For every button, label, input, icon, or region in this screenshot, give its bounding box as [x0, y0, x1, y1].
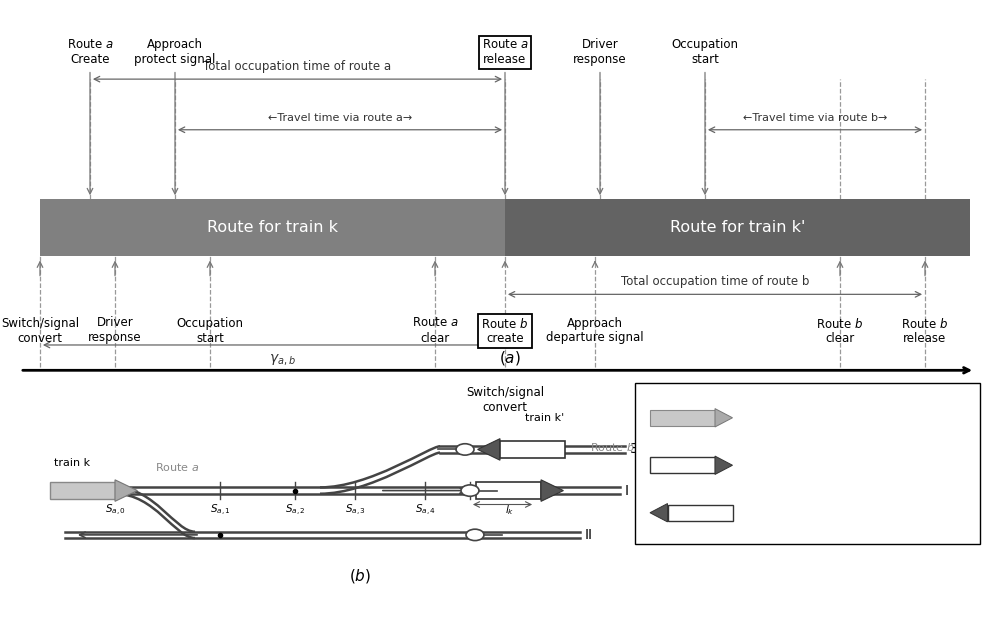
Text: train k: train k [54, 458, 90, 468]
Text: $S_{a,0}$: $S_{a,0}$ [105, 503, 125, 518]
Text: $S_{a,3}$: $S_{a,3}$ [345, 503, 365, 518]
Text: Route for train k': Route for train k' [670, 220, 805, 235]
Bar [668, 505, 732, 520]
Bar [500, 441, 565, 458]
Text: Total occupation time of route b: Total occupation time of route b [621, 275, 809, 288]
Text: $(a)$: $(a)$ [499, 349, 521, 367]
Text: $S_{a,2}$: $S_{a,2}$ [285, 503, 305, 518]
Text: $S_{a,1}$: $S_{a,1}$ [210, 503, 230, 518]
Polygon shape [478, 439, 500, 460]
Bar [650, 457, 715, 473]
Text: I: I [625, 484, 629, 498]
Text: Route $a$
clear: Route $a$ clear [412, 316, 458, 344]
Text: Route for train k: Route for train k [207, 220, 338, 235]
Text: Driver
response: Driver response [88, 316, 142, 344]
Text: Route $b$
create: Route $b$ create [481, 316, 529, 346]
Polygon shape [650, 504, 668, 522]
Text: ←Travel time via route b→: ←Travel time via route b→ [743, 113, 887, 123]
Text: $l_k$: $l_k$ [505, 503, 515, 517]
Polygon shape [715, 409, 732, 427]
Text: Occupation
start: Occupation start [672, 39, 738, 66]
Text: ←Travel time via route a→: ←Travel time via route a→ [268, 113, 412, 123]
Circle shape [456, 444, 474, 455]
Bar [505, 199, 970, 256]
Bar [476, 482, 541, 499]
Text: Route $a$: Route $a$ [155, 461, 199, 473]
Text: Route $a$
Create: Route $a$ Create [67, 39, 113, 66]
Text: Switch/signal
convert: Switch/signal convert [1, 316, 79, 344]
Text: $(b)$: $(b)$ [349, 567, 371, 585]
Text: position of predecessor train k
when route a is released: position of predecessor train k when rou… [730, 454, 900, 476]
Text: Route $b$
release: Route $b$ release [901, 316, 949, 346]
Polygon shape [115, 480, 137, 501]
Circle shape [461, 485, 479, 496]
Circle shape [466, 529, 484, 541]
Bar [50, 482, 115, 499]
Text: $t$: $t$ [970, 386, 980, 404]
Text: Route $b$: Route $b$ [590, 441, 635, 453]
Text: Route $b$
clear: Route $b$ clear [816, 316, 864, 346]
Text: Driver
response: Driver response [573, 39, 627, 66]
Text: 3: 3 [630, 442, 639, 456]
Bar [635, 383, 980, 544]
Text: $\gamma_{a,b}$: $\gamma_{a,b}$ [269, 353, 296, 368]
Text: Occupation
start: Occupation start [176, 316, 244, 344]
Text: Route $a$
release: Route $a$ release [482, 39, 528, 66]
Text: Total occupation time of route a: Total occupation time of route a [203, 60, 392, 73]
Text: position of successor train k'
when route b claims: position of successor train k' when rout… [730, 502, 889, 523]
Text: train k': train k' [525, 413, 565, 423]
Polygon shape [541, 480, 563, 501]
Polygon shape [715, 456, 732, 475]
Bar [40, 199, 505, 256]
Text: Approach
protect signal: Approach protect signal [134, 39, 216, 66]
Text: II: II [585, 528, 593, 542]
Text: Approach
departure signal: Approach departure signal [546, 316, 644, 344]
Text: $S_{a,4}$: $S_{a,4}$ [415, 503, 435, 518]
Bar [650, 410, 715, 425]
Text: Switch/signal
convert: Switch/signal convert [466, 386, 544, 414]
Text: Initial position of
predecessor train k: Initial position of predecessor train k [730, 407, 838, 429]
